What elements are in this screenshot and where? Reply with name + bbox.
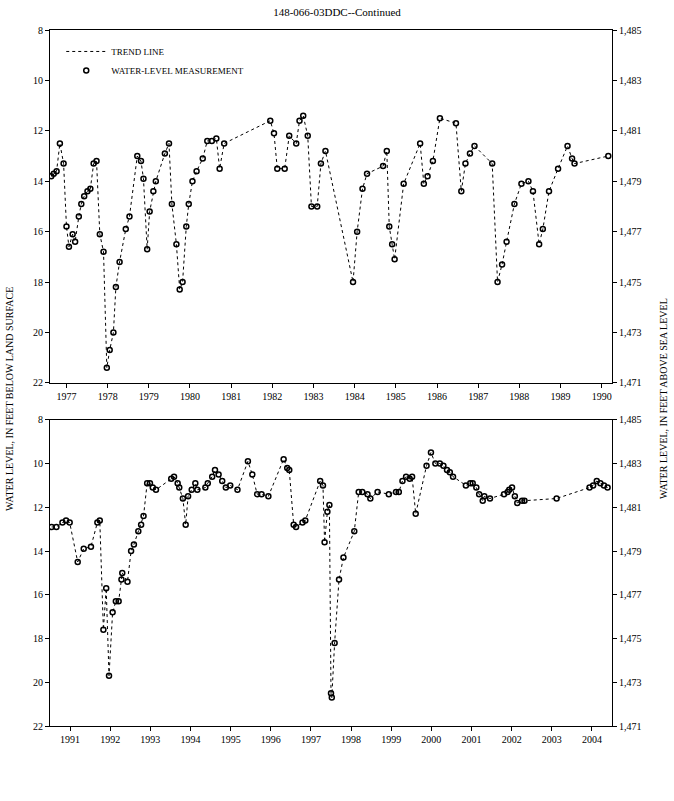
svg-text:10: 10 bbox=[33, 75, 43, 86]
svg-text:1996: 1996 bbox=[261, 734, 281, 745]
svg-text:1,477: 1,477 bbox=[619, 226, 642, 237]
svg-text:18: 18 bbox=[33, 277, 43, 288]
svg-text:1989: 1989 bbox=[551, 391, 571, 402]
svg-text:22: 22 bbox=[33, 377, 43, 388]
svg-text:1,471: 1,471 bbox=[619, 377, 642, 388]
svg-text:1990: 1990 bbox=[592, 391, 612, 402]
svg-text:1977: 1977 bbox=[56, 391, 76, 402]
svg-text:1997: 1997 bbox=[301, 734, 321, 745]
svg-text:1999: 1999 bbox=[381, 734, 401, 745]
svg-text:1981: 1981 bbox=[221, 391, 241, 402]
svg-text:20: 20 bbox=[33, 327, 43, 338]
svg-text:14: 14 bbox=[33, 546, 43, 557]
svg-text:10: 10 bbox=[33, 458, 43, 469]
svg-text:2000: 2000 bbox=[421, 734, 441, 745]
svg-text:8: 8 bbox=[38, 25, 43, 36]
svg-text:1,481: 1,481 bbox=[619, 502, 642, 513]
svg-text:1,483: 1,483 bbox=[619, 75, 642, 86]
svg-text:14: 14 bbox=[33, 176, 43, 187]
svg-text:1984: 1984 bbox=[345, 391, 365, 402]
svg-text:1,475: 1,475 bbox=[619, 277, 642, 288]
svg-text:1980: 1980 bbox=[180, 391, 200, 402]
svg-text:1,477: 1,477 bbox=[619, 589, 642, 600]
svg-text:16: 16 bbox=[33, 226, 43, 237]
svg-text:22: 22 bbox=[33, 721, 43, 732]
svg-text:TREND LINE: TREND LINE bbox=[111, 47, 164, 57]
svg-text:1,471: 1,471 bbox=[619, 721, 642, 732]
svg-text:WATER LEVEL, IN FEET BELOW LAN: WATER LEVEL, IN FEET BELOW LAND SURFACE bbox=[4, 287, 15, 511]
svg-text:148-066-03DDC--Continued: 148-066-03DDC--Continued bbox=[273, 6, 401, 18]
svg-text:1,473: 1,473 bbox=[619, 327, 642, 338]
svg-text:1,485: 1,485 bbox=[619, 414, 642, 425]
svg-text:2001: 2001 bbox=[462, 734, 482, 745]
svg-text:18: 18 bbox=[33, 633, 43, 644]
svg-text:20: 20 bbox=[33, 677, 43, 688]
svg-text:1987: 1987 bbox=[468, 391, 488, 402]
svg-text:1,485: 1,485 bbox=[619, 25, 642, 36]
svg-text:1979: 1979 bbox=[139, 391, 159, 402]
svg-text:12: 12 bbox=[33, 125, 43, 136]
svg-text:1,479: 1,479 bbox=[619, 546, 642, 557]
svg-text:1,481: 1,481 bbox=[619, 125, 642, 136]
svg-text:8: 8 bbox=[38, 414, 43, 425]
svg-text:1985: 1985 bbox=[386, 391, 406, 402]
svg-text:1,475: 1,475 bbox=[619, 633, 642, 644]
svg-text:WATER LEVEL, IN FEET ABOVE SEA: WATER LEVEL, IN FEET ABOVE SEA LEVEL bbox=[658, 298, 669, 499]
svg-text:1,479: 1,479 bbox=[619, 176, 642, 187]
svg-text:1978: 1978 bbox=[98, 391, 118, 402]
svg-text:1998: 1998 bbox=[341, 734, 361, 745]
svg-text:1986: 1986 bbox=[427, 391, 447, 402]
svg-text:1993: 1993 bbox=[140, 734, 160, 745]
svg-text:2003: 2003 bbox=[542, 734, 562, 745]
svg-text:1988: 1988 bbox=[509, 391, 529, 402]
svg-text:1983: 1983 bbox=[304, 391, 324, 402]
svg-text:1995: 1995 bbox=[221, 734, 241, 745]
svg-text:2002: 2002 bbox=[502, 734, 522, 745]
svg-text:12: 12 bbox=[33, 502, 43, 513]
svg-text:1,473: 1,473 bbox=[619, 677, 642, 688]
svg-text:1991: 1991 bbox=[60, 734, 80, 745]
svg-text:WATER-LEVEL MEASUREMENT: WATER-LEVEL MEASUREMENT bbox=[111, 66, 243, 76]
svg-text:1,483: 1,483 bbox=[619, 458, 642, 469]
svg-text:16: 16 bbox=[33, 589, 43, 600]
svg-text:1992: 1992 bbox=[100, 734, 120, 745]
svg-text:2004: 2004 bbox=[582, 734, 602, 745]
svg-text:1982: 1982 bbox=[262, 391, 282, 402]
svg-text:1994: 1994 bbox=[181, 734, 201, 745]
